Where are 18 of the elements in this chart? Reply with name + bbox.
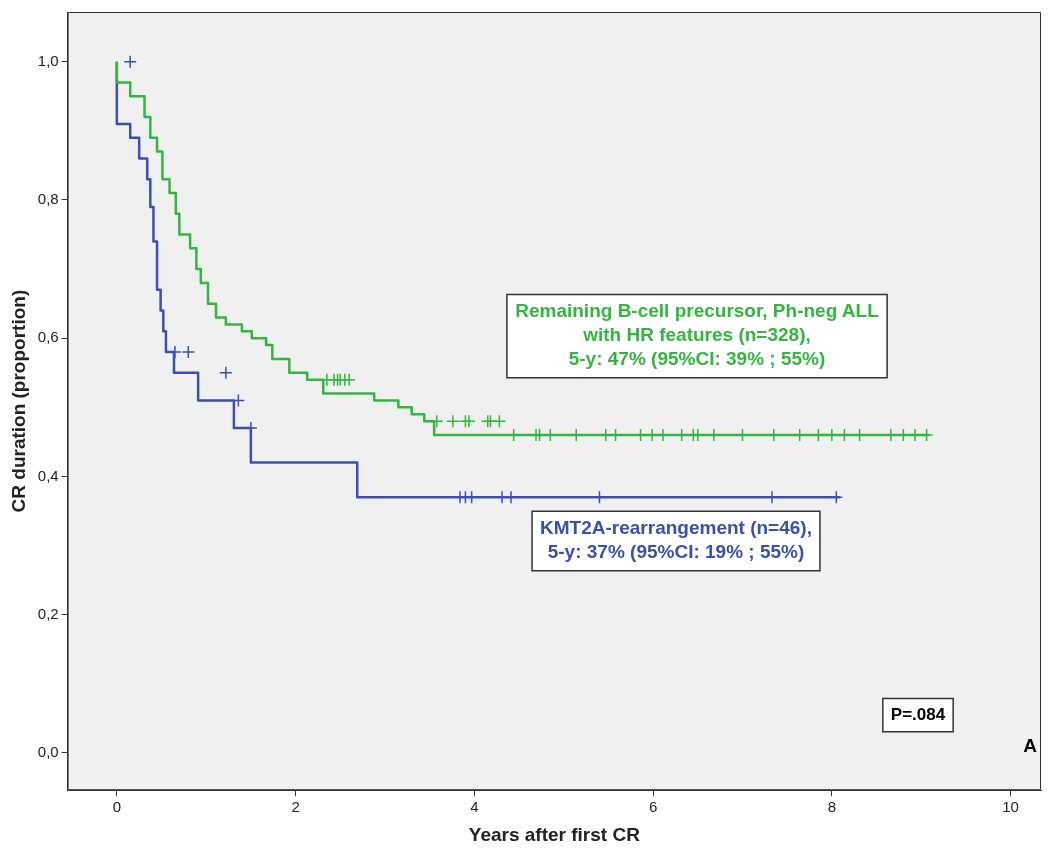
y-tick-label: 0,6	[37, 328, 59, 346]
x-tick-label: 10	[1002, 798, 1019, 816]
annotation: P=.084	[890, 704, 946, 724]
x-tick-label: 6	[648, 798, 658, 816]
annotation: KMT2A-rearrangement (n=46), 5-y: 37% (95%CI: 19% ; 55%)	[540, 517, 812, 563]
y-tick-label: 1,0	[37, 51, 59, 69]
x-tick-label: 4	[470, 798, 479, 816]
annotation: A	[1023, 735, 1038, 757]
x-tick-label: 0	[112, 798, 121, 816]
y-tick-label: 0,2	[37, 604, 59, 622]
y-tick-label: 0,4	[37, 466, 59, 484]
x-tick-label: 8	[827, 798, 837, 816]
y-tick-label: 0,8	[37, 190, 59, 208]
y-axis-title: CR duration (proportion)	[7, 289, 29, 513]
x-axis-title: Years after first CR	[468, 823, 641, 845]
annotation: Remaining B-cell precursor, Ph-neg ALL with HR features (n=328), 5-y: 47% (95%CI: 39% ; 55%)	[515, 300, 880, 369]
x-tick-label: 2	[291, 798, 300, 816]
y-tick-label: 0,0	[37, 743, 59, 761]
